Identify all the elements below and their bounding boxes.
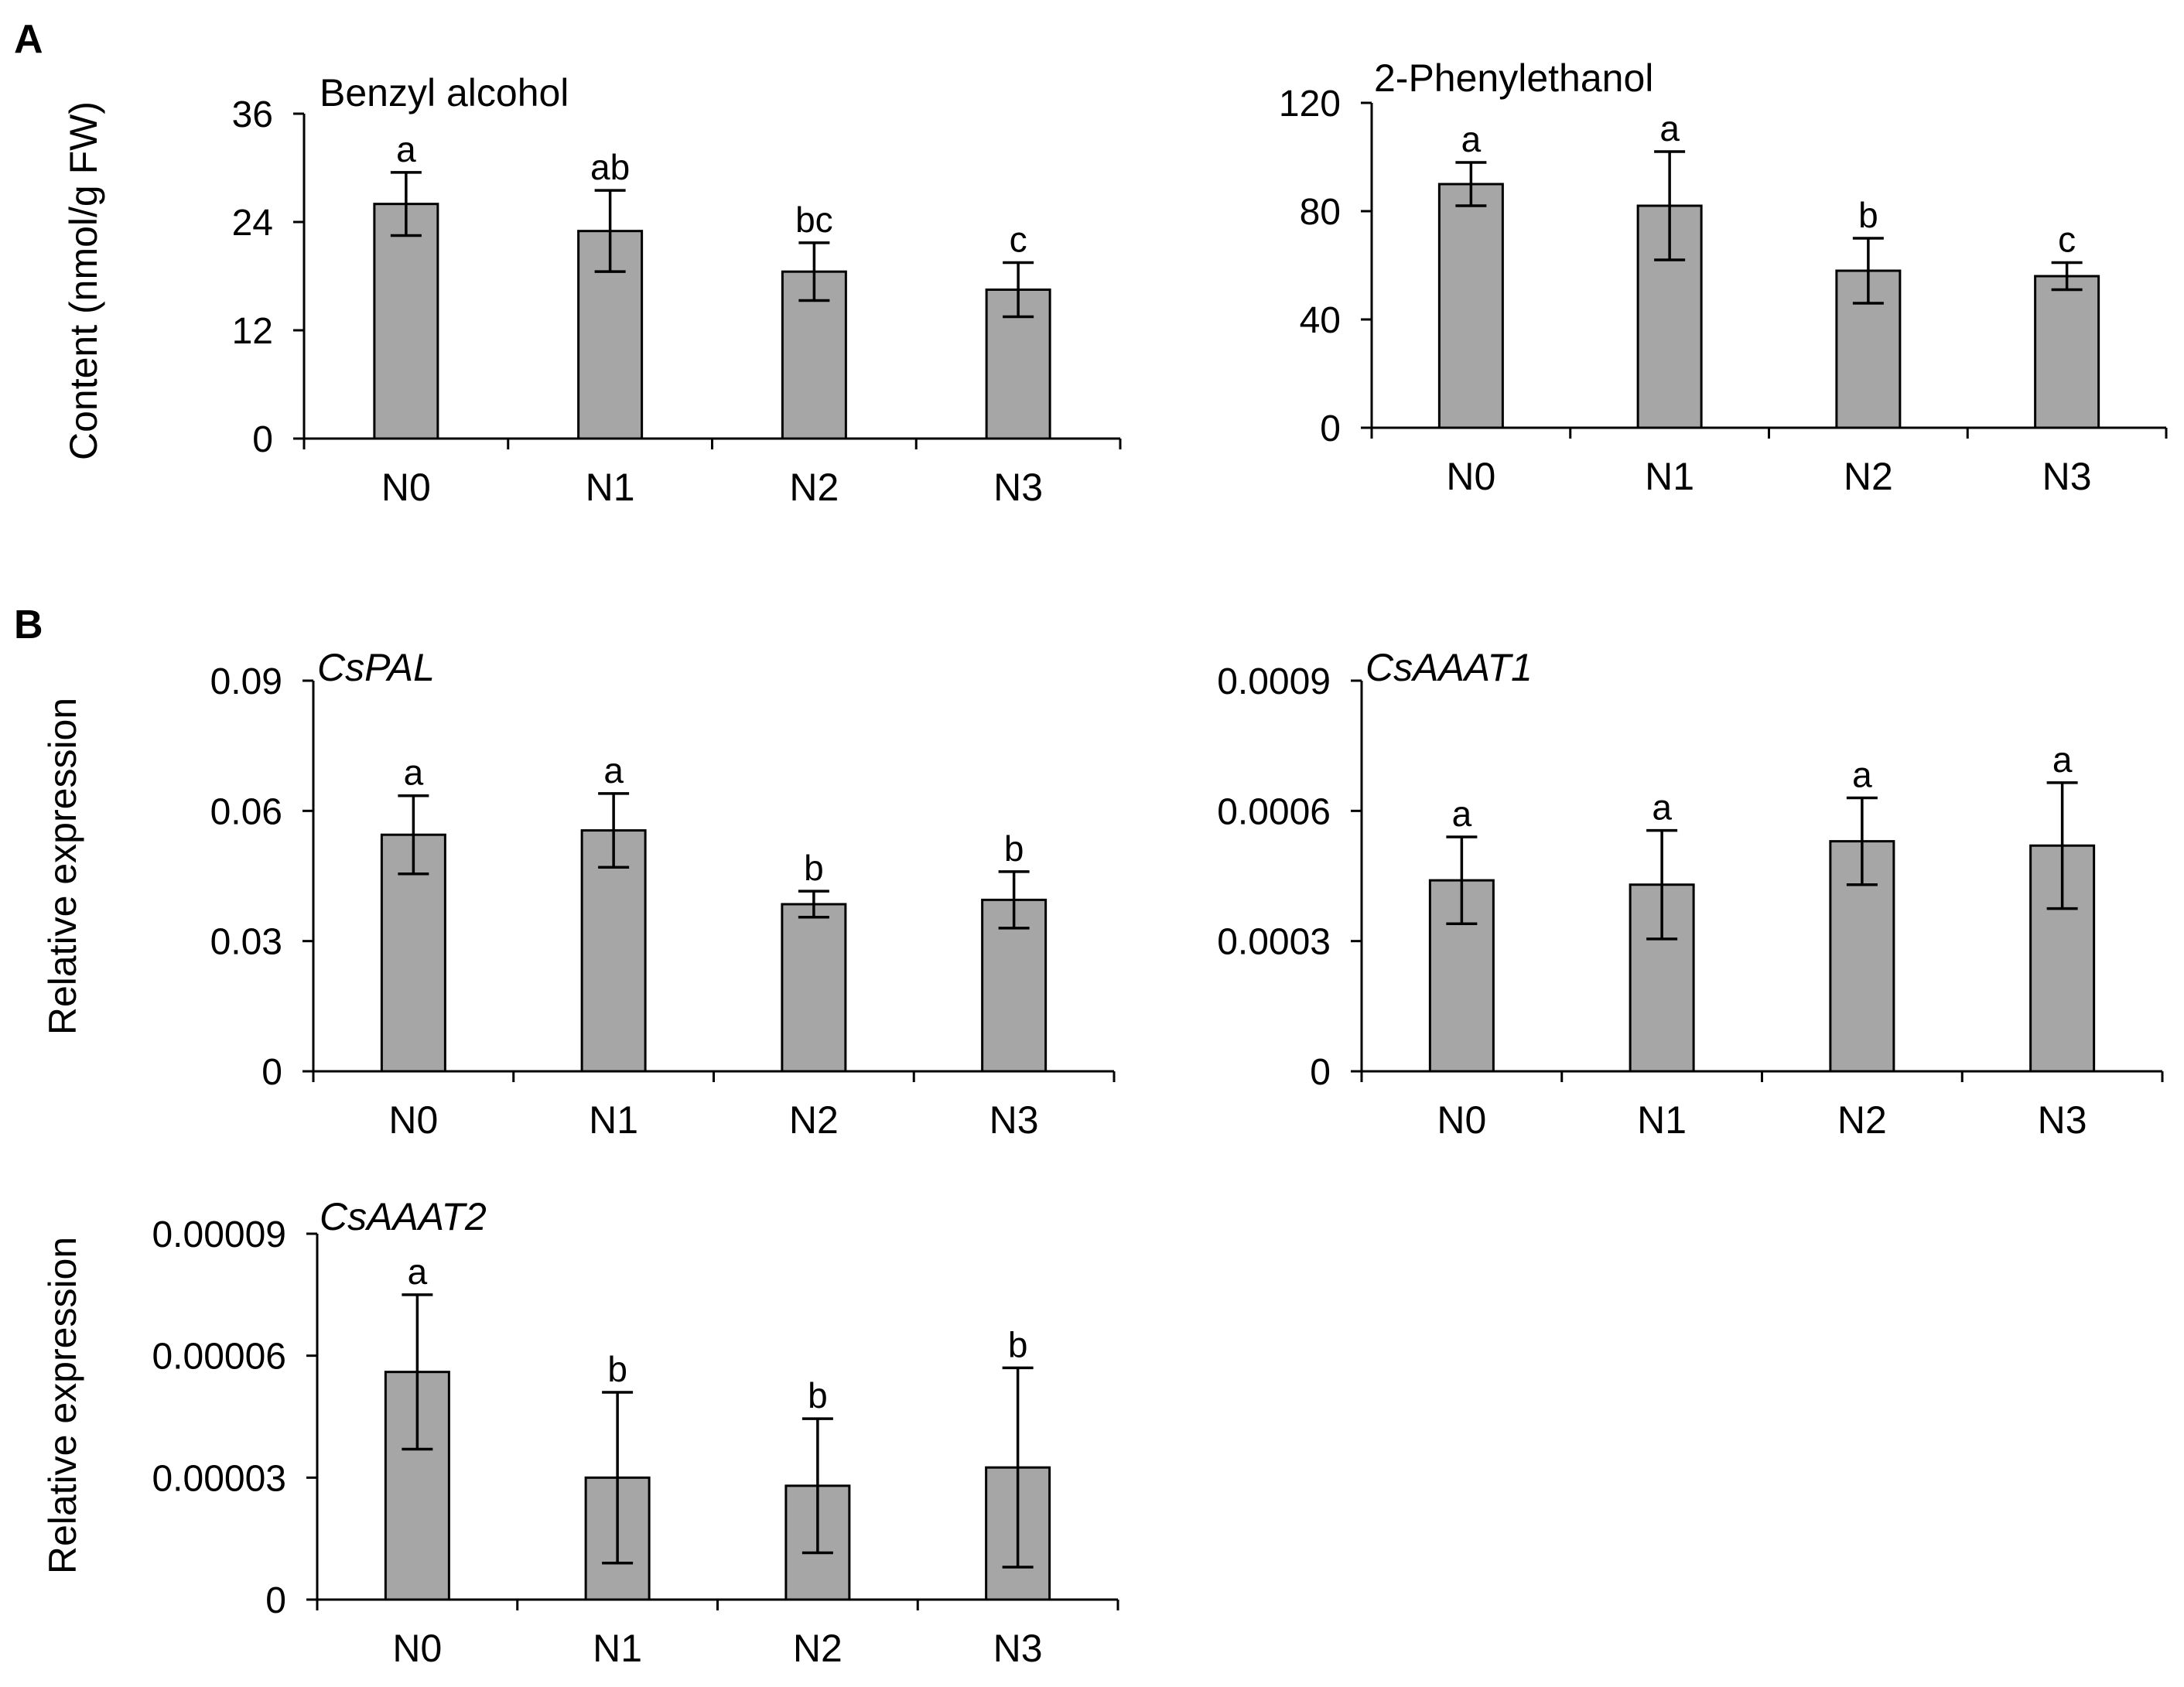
significance-label: a (1852, 755, 1872, 795)
chart-title: CsAAAT1 (1365, 646, 1533, 689)
significance-label: a (1452, 794, 1472, 834)
significance-label: b (1008, 1324, 1028, 1364)
bar (781, 903, 847, 1073)
category-label: N0 (381, 466, 431, 509)
chart-title: CsAAAT2 (320, 1195, 487, 1238)
category-label: N1 (1645, 455, 1694, 498)
significance-label: b (804, 848, 824, 888)
phenylethanol-chart: 2-Phenylethanol 0 40 80 120 a N0 a N1 b N2 c N3 (1279, 56, 2168, 498)
y-tick-label: 0.09 (210, 661, 282, 702)
y-tick-label: 0 (1320, 408, 1341, 449)
y-tick-label: 0 (261, 1052, 282, 1093)
category-label: N2 (789, 1098, 839, 1142)
bar (781, 270, 847, 440)
y-tick-label: 0.03 (210, 922, 282, 963)
panel-label-b: B (14, 603, 43, 647)
y-tick-label: 0.06 (210, 791, 282, 832)
y-tick-label: 40 (1300, 300, 1341, 341)
significance-label: a (396, 129, 416, 169)
bar (1437, 183, 1504, 429)
significance-label: c (2058, 220, 2076, 260)
y-tick-label: 120 (1279, 84, 1341, 125)
y-tick-label: 0.0006 (1217, 791, 1331, 832)
category-label: N1 (589, 1098, 638, 1142)
bar (2034, 275, 2100, 429)
y-tick-label: 0.0009 (1217, 661, 1331, 702)
panel-label-a: A (14, 17, 43, 62)
significance-label: b (808, 1375, 828, 1416)
category-label: N1 (593, 1627, 642, 1670)
significance-label: ab (590, 147, 630, 187)
y-tick-label: 12 (232, 311, 273, 352)
csaaat1-chart: CsAAAT1 0 0.0003 0.0006 0.0009 a N0 a N1 a N2 a N3 (1217, 646, 2164, 1142)
y-tick-label: 80 (1300, 192, 1341, 233)
category-label: N3 (993, 466, 1043, 509)
category-label: N0 (1446, 455, 1495, 498)
category-label: N1 (586, 466, 635, 509)
bar (577, 230, 644, 440)
y-tick-label: 0 (252, 419, 273, 460)
significance-label: a (408, 1252, 428, 1292)
csaaat2-chart: CsAAAT2 0 0.00003 0.00006 0.00009 a N0 b N1 b N2 b N… (152, 1195, 1119, 1670)
y-axis-label-expression-c: Relative expression (41, 1237, 84, 1574)
significance-label: bc (795, 200, 833, 240)
cspal-chart: CsPAL 0 0.03 0.06 0.09 a N0 a N1 b N2 b N3 (210, 646, 1116, 1142)
benzyl-alcohol-chart: Benzyl alcohol 0 12 24 36 a N0 ab N1 bc N2 c N3 (232, 71, 1122, 509)
chart-title: 2-Phenylethanol (1374, 56, 1653, 100)
y-tick-label: 0 (1310, 1052, 1331, 1093)
significance-label: a (1461, 119, 1482, 159)
y-tick-label: 0.00006 (152, 1337, 286, 1378)
significance-label: a (603, 750, 624, 791)
bar (373, 203, 439, 440)
y-tick-label: 36 (232, 94, 273, 135)
y-tick-label: 0.0003 (1217, 922, 1331, 963)
category-label: N2 (1837, 1098, 1887, 1142)
category-label: N0 (1437, 1098, 1486, 1142)
chart-title: Benzyl alcohol (320, 71, 569, 114)
significance-label: b (1858, 195, 1878, 235)
category-label: N3 (989, 1098, 1039, 1142)
category-label: N3 (2038, 1098, 2087, 1142)
chart-title: CsPAL (317, 646, 435, 689)
category-label: N0 (388, 1098, 438, 1142)
significance-label: a (404, 753, 424, 793)
significance-label: a (2052, 739, 2073, 780)
category-label: N3 (993, 1627, 1043, 1670)
y-tick-label: 0.00003 (152, 1458, 286, 1499)
y-axis-label-content: Content (nmol/g FW) (62, 101, 105, 460)
y-axis-label-expression-b: Relative expression (41, 698, 84, 1035)
significance-label: a (1652, 787, 1672, 828)
category-label: N3 (2042, 455, 2092, 498)
y-tick-label: 0 (265, 1580, 286, 1621)
category-label: N2 (789, 466, 839, 509)
category-label: N2 (1844, 455, 1893, 498)
significance-label: b (1004, 828, 1024, 869)
significance-label: a (1659, 108, 1680, 149)
y-tick-label: 0.00009 (152, 1214, 286, 1255)
category-label: N0 (392, 1627, 442, 1670)
y-tick-label: 24 (232, 203, 273, 244)
bar (580, 829, 647, 1073)
significance-label: c (1010, 220, 1027, 260)
category-label: N2 (793, 1627, 842, 1670)
category-label: N1 (1637, 1098, 1687, 1142)
significance-label: b (607, 1349, 627, 1389)
